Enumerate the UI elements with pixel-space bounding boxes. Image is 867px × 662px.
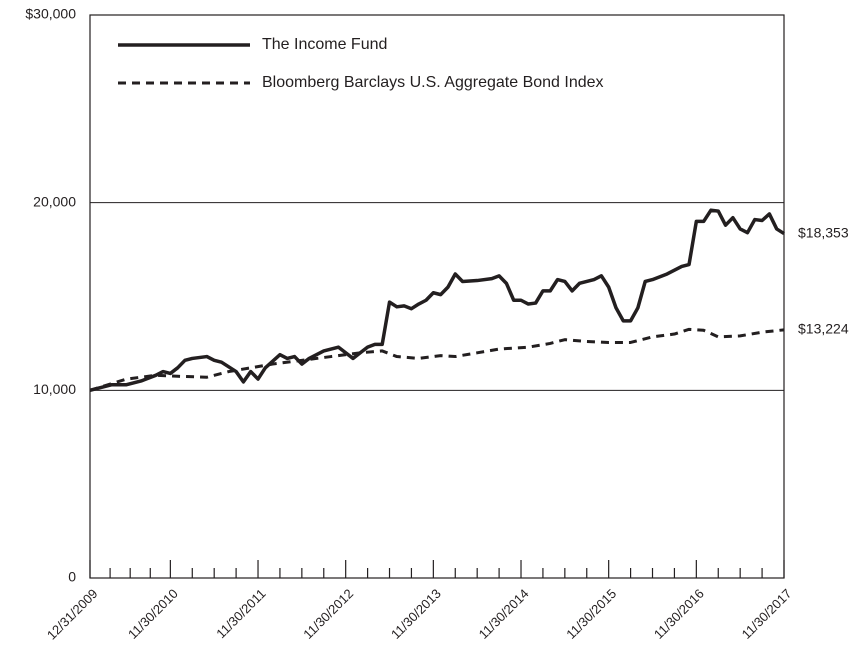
plot-frame — [89, 14, 785, 579]
end-label: $13,224 — [798, 321, 849, 337]
x-tick-label: 11/30/2016 — [651, 586, 707, 642]
x-tick-label: 11/30/2013 — [388, 586, 444, 642]
y-tick-label: 10,000 — [33, 381, 76, 397]
x-tick-label: 11/30/2017 — [739, 586, 795, 642]
x-tick-label: 11/30/2011 — [213, 586, 268, 641]
x-tick-label: 12/31/2009 — [44, 586, 101, 643]
x-tick-label: 11/30/2010 — [125, 586, 181, 642]
y-tick-label: 0 — [68, 569, 76, 585]
y-tick-label: 20,000 — [33, 193, 76, 209]
x-tick-label: 11/30/2015 — [563, 586, 619, 642]
legend-label: Bloomberg Barclays U.S. Aggregate Bond I… — [262, 74, 604, 91]
legend-label: The Income Fund — [262, 36, 387, 53]
end-label: $18,353 — [798, 224, 849, 240]
y-tick-label: $30,000 — [25, 6, 76, 22]
x-tick-label: 11/30/2012 — [300, 586, 356, 642]
line — [89, 208, 785, 393]
x-tick-label: 11/30/2014 — [476, 586, 532, 642]
line — [89, 327, 785, 392]
